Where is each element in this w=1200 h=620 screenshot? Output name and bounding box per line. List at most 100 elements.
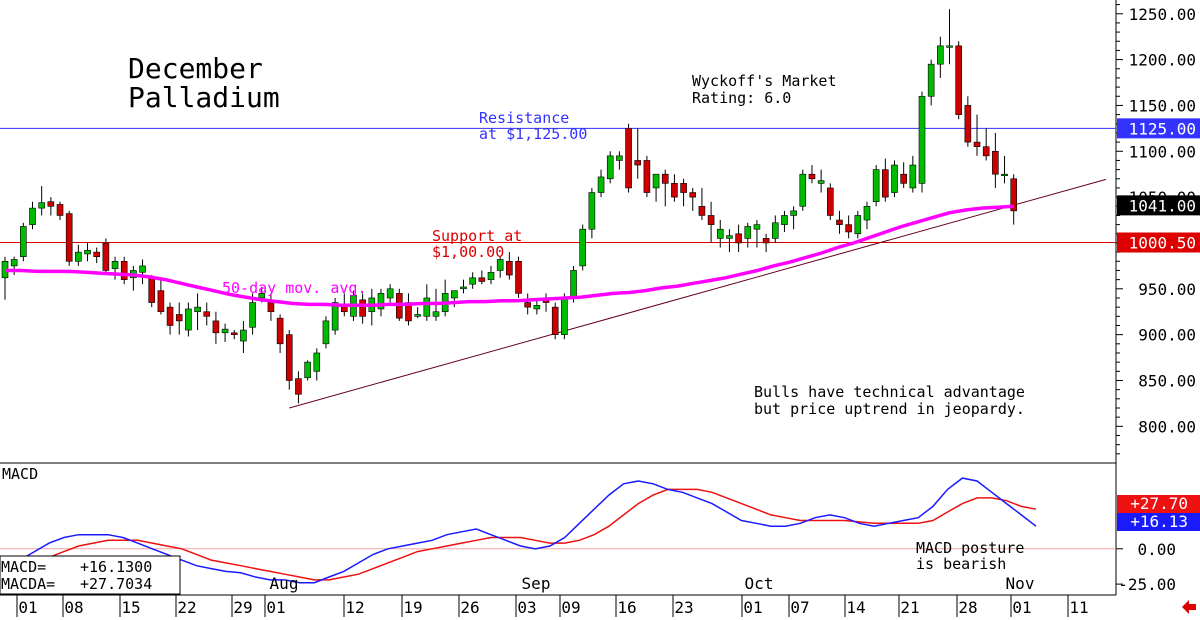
candle-up (588, 192, 596, 230)
candle-up (469, 277, 476, 285)
date-tick-label: 09 (561, 598, 580, 617)
candle-down (285, 334, 293, 381)
macd-value: +16.1300 (80, 558, 152, 576)
date-tick-label: 22 (177, 598, 196, 617)
candle-up (744, 226, 752, 239)
candle-up (313, 352, 321, 372)
candle-down (900, 173, 907, 184)
candle-down (148, 277, 156, 303)
candle-down (964, 105, 972, 143)
candle-down (120, 260, 128, 280)
macd-signal-line (4, 488, 1037, 581)
candle-up (781, 215, 788, 225)
candle-down (671, 183, 678, 198)
trendline-segment (289, 178, 1107, 409)
candle-down (551, 306, 559, 335)
price-tick-label: 1200.00 (1129, 51, 1196, 70)
candle-up (771, 222, 779, 239)
support-label-line2: $1,00.00 (432, 243, 504, 261)
candle-down (276, 317, 284, 345)
candle-up (570, 270, 577, 299)
candle-up (872, 169, 880, 203)
candle-down (808, 173, 816, 180)
date-axis: 01 08 15 22 29 01 12 19 26 03 09 16 23 01 07 14 21 28 01 11… (16, 574, 1089, 617)
candle-up (221, 328, 229, 334)
candle-up (927, 63, 935, 97)
candle-down (735, 233, 742, 244)
candle-down (689, 192, 697, 198)
trendline (289, 178, 1107, 409)
candle-up (909, 164, 917, 189)
support-price-tag-label: 1000.50 (1129, 234, 1196, 253)
candle-down (230, 332, 238, 335)
candle-up (533, 305, 541, 310)
candle-down (882, 169, 889, 198)
date-tick-label: 21 (900, 598, 919, 617)
ma-label: 50-day mov. avg. (222, 279, 367, 297)
candle-down (506, 260, 513, 276)
candle-up (616, 155, 623, 161)
candle-up (652, 173, 660, 189)
candle-up (918, 95, 926, 184)
arrow-left-icon[interactable] (1182, 600, 1196, 614)
candle-up (139, 265, 146, 273)
candle-down (157, 290, 165, 313)
candle-up (249, 302, 256, 328)
candle-up (790, 210, 797, 216)
candle-up (579, 228, 587, 267)
candle-down (762, 238, 770, 244)
candle-up (597, 176, 605, 193)
candle-up (726, 235, 733, 239)
candle-down (102, 242, 110, 271)
chart-title-line1: December (128, 52, 263, 85)
note-line2: but price uptrend in jeopardy. (754, 400, 1025, 418)
candle-up (460, 286, 467, 290)
date-tick-label: 23 (674, 598, 693, 617)
moving-average-line (5, 204, 1014, 308)
date-tick-label: 14 (846, 598, 865, 617)
candle-down (634, 160, 642, 166)
date-tick-label: 07 (790, 598, 809, 617)
date-tick-label: 19 (403, 598, 422, 617)
macd-tick-label: 0.00 (1137, 540, 1176, 559)
date-tick-label: 12 (345, 598, 364, 617)
candle-down (295, 378, 302, 395)
price-tick-label: 1250.00 (1129, 5, 1196, 24)
date-tick-label: 26 (460, 598, 479, 617)
price-tick-label: 950.00 (1138, 280, 1196, 299)
rating-line1: Wyckoff's Market (692, 72, 837, 90)
price-tick-label: 850.00 (1138, 371, 1196, 390)
candle-up (496, 259, 504, 271)
candle-up (854, 215, 862, 235)
macd-tag-label: +16.13 (1130, 512, 1188, 531)
candle-down (267, 302, 275, 313)
candle-up (20, 226, 27, 258)
month-label: Nov (1006, 574, 1035, 593)
candle-up (240, 329, 247, 342)
month-label: Aug (270, 574, 299, 593)
candle-up (487, 271, 495, 280)
candle-up (423, 297, 431, 317)
macd-tag (1117, 513, 1200, 531)
candle-down (93, 251, 100, 258)
last-price-tag (1117, 195, 1200, 216)
candle-up (561, 297, 568, 335)
candle-up (937, 45, 944, 65)
support-price-tag (1117, 232, 1200, 253)
macda-value: +27.7034 (80, 575, 152, 593)
candle-up (185, 308, 192, 331)
candle-down (826, 187, 834, 216)
candle-down (707, 215, 715, 225)
macda-value-label: MACDA= (1, 575, 55, 593)
candle-down (515, 260, 522, 294)
resistance-price-tag (1117, 118, 1200, 139)
macd-value-label: MACD= (1, 558, 46, 576)
date-tick-label: 03 (517, 598, 536, 617)
ma-50-line (5, 204, 1014, 308)
candle-up (194, 306, 201, 313)
resistance-label-line2: at $1,125.00 (479, 125, 587, 143)
candle-up (946, 45, 953, 48)
date-tick-label: 01 (743, 598, 762, 617)
macd-panel-title: MACD (2, 465, 38, 483)
